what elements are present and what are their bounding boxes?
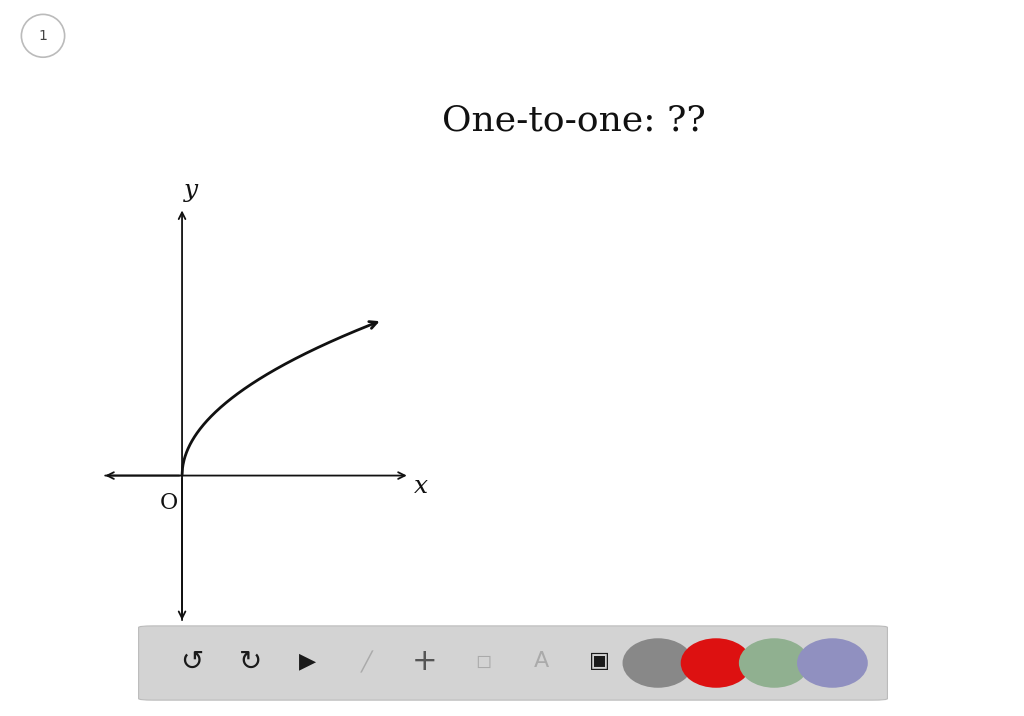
Text: A: A	[534, 652, 549, 672]
Text: ↺: ↺	[180, 647, 203, 675]
Text: ↻: ↻	[240, 647, 262, 675]
Ellipse shape	[797, 638, 867, 688]
Text: ▣: ▣	[589, 652, 610, 672]
Text: +: +	[412, 647, 437, 676]
Text: 1: 1	[39, 29, 47, 43]
Circle shape	[22, 14, 65, 57]
Ellipse shape	[681, 638, 752, 688]
Text: ╱: ╱	[361, 650, 373, 672]
Text: y: y	[184, 179, 199, 203]
Ellipse shape	[623, 638, 693, 688]
FancyBboxPatch shape	[138, 626, 888, 700]
Ellipse shape	[739, 638, 810, 688]
Text: One-to-one: ??: One-to-one: ??	[441, 103, 706, 137]
Text: ◻: ◻	[475, 652, 492, 671]
Text: x: x	[414, 475, 428, 498]
Text: O: O	[160, 492, 177, 513]
Text: ▶: ▶	[299, 652, 316, 672]
